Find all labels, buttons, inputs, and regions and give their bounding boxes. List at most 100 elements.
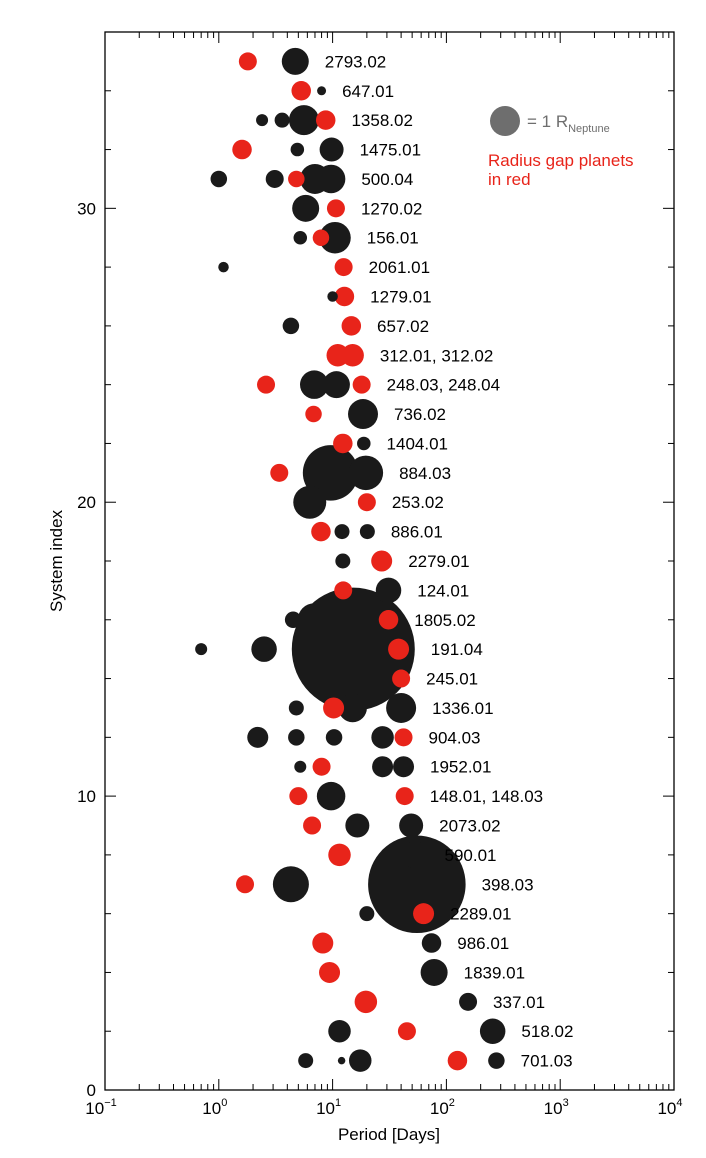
radius-gap-planet (354, 990, 378, 1014)
planet (386, 692, 417, 723)
planet (372, 756, 394, 778)
radius-gap-planet (288, 170, 305, 188)
y-axis-label: System index (47, 509, 66, 612)
radius-gap-planet (388, 638, 410, 660)
system-label: 1839.01 (464, 963, 525, 982)
planet (247, 726, 269, 748)
radius-gap-planet (328, 843, 351, 867)
planet (317, 86, 327, 96)
radius-gap-planet (357, 493, 376, 512)
legend-note-line-2: in red (488, 170, 531, 189)
legend-size-text: = 1 R (527, 112, 568, 131)
system-label: 518.02 (521, 1022, 573, 1041)
planet (282, 317, 300, 335)
planet (256, 114, 269, 127)
radius-gap-planet (303, 816, 322, 835)
planet (292, 194, 320, 222)
planet (488, 1052, 505, 1069)
x-tick-label: 100 (202, 1097, 227, 1118)
x-tick-label: 101 (316, 1097, 341, 1118)
radius-gap-planet (334, 286, 355, 307)
system-label: 253.02 (392, 493, 444, 512)
system-label: 886.01 (391, 523, 443, 542)
planet (371, 726, 394, 749)
planet (337, 1056, 346, 1065)
tick-labels: 10−1 100 101 102 103 104 0 10 20 30 (77, 199, 682, 1118)
y-tick-label: 0 (87, 1081, 96, 1100)
y-tick-label: 10 (77, 787, 96, 806)
system-labels: 2793.02 647.01 1358.02 1475.01 500.04 1270.02… (325, 52, 574, 1070)
system-label: 884.03 (399, 464, 451, 483)
system-label: 904.03 (429, 728, 481, 747)
radius-gap-planet (236, 875, 255, 894)
system-label: 2061.01 (369, 258, 430, 277)
planet (327, 291, 338, 302)
radius-gap-planet (413, 903, 435, 925)
planet (288, 105, 319, 136)
planet (316, 164, 346, 194)
system-label: 986.01 (457, 934, 509, 953)
x-tick-label: 104 (657, 1097, 682, 1118)
system-label: 2073.02 (439, 817, 500, 836)
planet (294, 760, 307, 773)
radius-gap-planet (341, 316, 362, 336)
system-label: 148.01, 148.03 (430, 787, 543, 806)
system-label: 1336.01 (432, 699, 493, 718)
planet (297, 603, 331, 637)
radius-gap-planet (232, 139, 252, 160)
planet (345, 813, 370, 838)
system-label: 2289.01 (450, 905, 511, 924)
radius-gap-planet (341, 344, 364, 367)
radius-gap-planet (326, 199, 345, 218)
y-tick-label: 30 (77, 199, 96, 218)
system-label: 701.03 (521, 1052, 573, 1071)
system-label: 1404.01 (387, 434, 448, 453)
planet (272, 866, 309, 903)
planet (293, 230, 308, 245)
radius-gap-planet (270, 463, 289, 482)
planet (479, 1018, 506, 1044)
planet (334, 524, 350, 540)
planet (288, 700, 304, 716)
x-tick-label: 103 (544, 1097, 569, 1118)
planet (288, 729, 305, 746)
system-label: 312.01, 312.02 (380, 346, 493, 365)
radius-gap-planet (378, 610, 399, 630)
planet (251, 636, 277, 662)
radius-gap-planet (395, 787, 414, 806)
planet (325, 729, 343, 746)
planet (399, 813, 424, 838)
planet (284, 611, 302, 629)
planet (302, 445, 359, 501)
system-label: 124.01 (417, 581, 469, 600)
planet (316, 781, 346, 811)
planet (338, 693, 367, 723)
system-label: 647.01 (342, 82, 394, 101)
radius-gap-planet (238, 52, 257, 71)
planet (322, 371, 350, 399)
planet (218, 261, 229, 273)
system-label: 1270.02 (361, 199, 422, 218)
legend-size-label: = 1 RNeptune (527, 112, 610, 135)
planet (265, 169, 284, 188)
radius-gap-planet (333, 433, 353, 454)
radius-gap-planet (289, 787, 308, 806)
planet (368, 835, 466, 934)
planet (421, 933, 442, 953)
system-label: 2793.02 (325, 52, 386, 71)
system-label: 590.01 (445, 846, 497, 865)
axis-ticks (104, 31, 674, 1091)
radius-gap-planet (323, 697, 345, 719)
legend: = 1 RNeptune Radius gap planets in red (488, 106, 634, 189)
planet (195, 643, 208, 656)
planet (319, 137, 344, 162)
planet (401, 841, 429, 869)
planet (319, 221, 351, 254)
x-tick-label: 102 (430, 1097, 455, 1118)
radius-gap-planet (447, 1050, 468, 1071)
system-label: 191.04 (431, 640, 483, 659)
legend-size-marker (490, 106, 520, 136)
legend-size-subscript: Neptune (568, 123, 610, 135)
radius-gap-planet (334, 258, 353, 277)
plot-frame (104, 31, 675, 1091)
